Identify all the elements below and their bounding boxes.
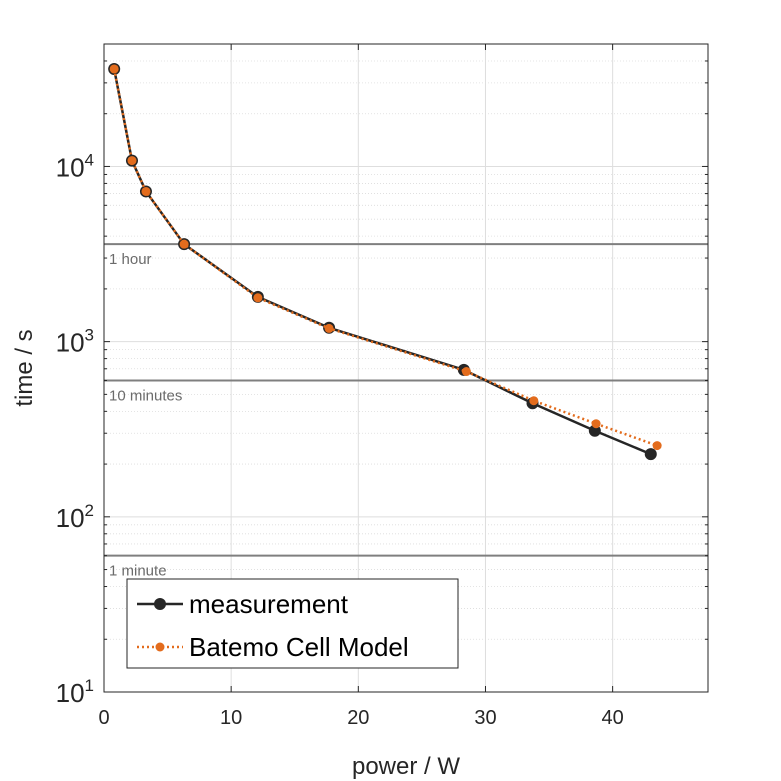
- reference-line-label: 10 minutes: [109, 387, 182, 404]
- data-point-1: [109, 64, 119, 74]
- x-axis-ticks: 0 10 20 30 40: [98, 44, 624, 729]
- data-point-1: [461, 367, 471, 377]
- legend-label-measurement: measurement: [189, 589, 349, 619]
- data-point-1: [324, 323, 334, 333]
- data-point-1: [179, 239, 189, 249]
- y-tick-label: 104: [56, 150, 94, 182]
- plot-frame: [103, 43, 709, 693]
- x-tick-label: 40: [602, 707, 624, 729]
- x-tick-label: 0: [98, 707, 109, 729]
- data-point-1: [529, 396, 539, 406]
- data-point-1: [652, 441, 662, 451]
- series-layer: [108, 62, 662, 461]
- reference-line-label: 1 hour: [109, 251, 152, 268]
- legend-label-batemo: Batemo Cell Model: [189, 632, 409, 662]
- data-point-1: [141, 186, 151, 196]
- y-tick-label: 102: [56, 501, 94, 533]
- x-axis-label: power / W: [352, 753, 460, 780]
- data-point-1: [127, 156, 137, 166]
- x-tick-label: 30: [474, 707, 496, 729]
- series-line-1: [112, 68, 658, 447]
- data-point-1: [591, 419, 601, 429]
- reference-lines: 1 hour 10 minutes 1 minute: [104, 243, 708, 580]
- y-tick-label: 101: [56, 676, 94, 708]
- data-point-0: [644, 448, 657, 461]
- y-axis-ticks: 101 102 103 104: [56, 60, 708, 708]
- data-point-1: [253, 293, 263, 303]
- y-tick-label: 103: [56, 326, 94, 358]
- x-tick-label: 10: [220, 707, 242, 729]
- legend-box: [126, 578, 459, 669]
- legend-marker-batemo: [155, 642, 165, 652]
- legend: measurement Batemo Cell Model: [126, 578, 459, 669]
- y-axis-label: time / s: [11, 329, 38, 406]
- x-tick-label: 20: [347, 707, 369, 729]
- reference-line-label: 1 minute: [109, 563, 167, 580]
- legend-marker-measurement: [154, 598, 166, 610]
